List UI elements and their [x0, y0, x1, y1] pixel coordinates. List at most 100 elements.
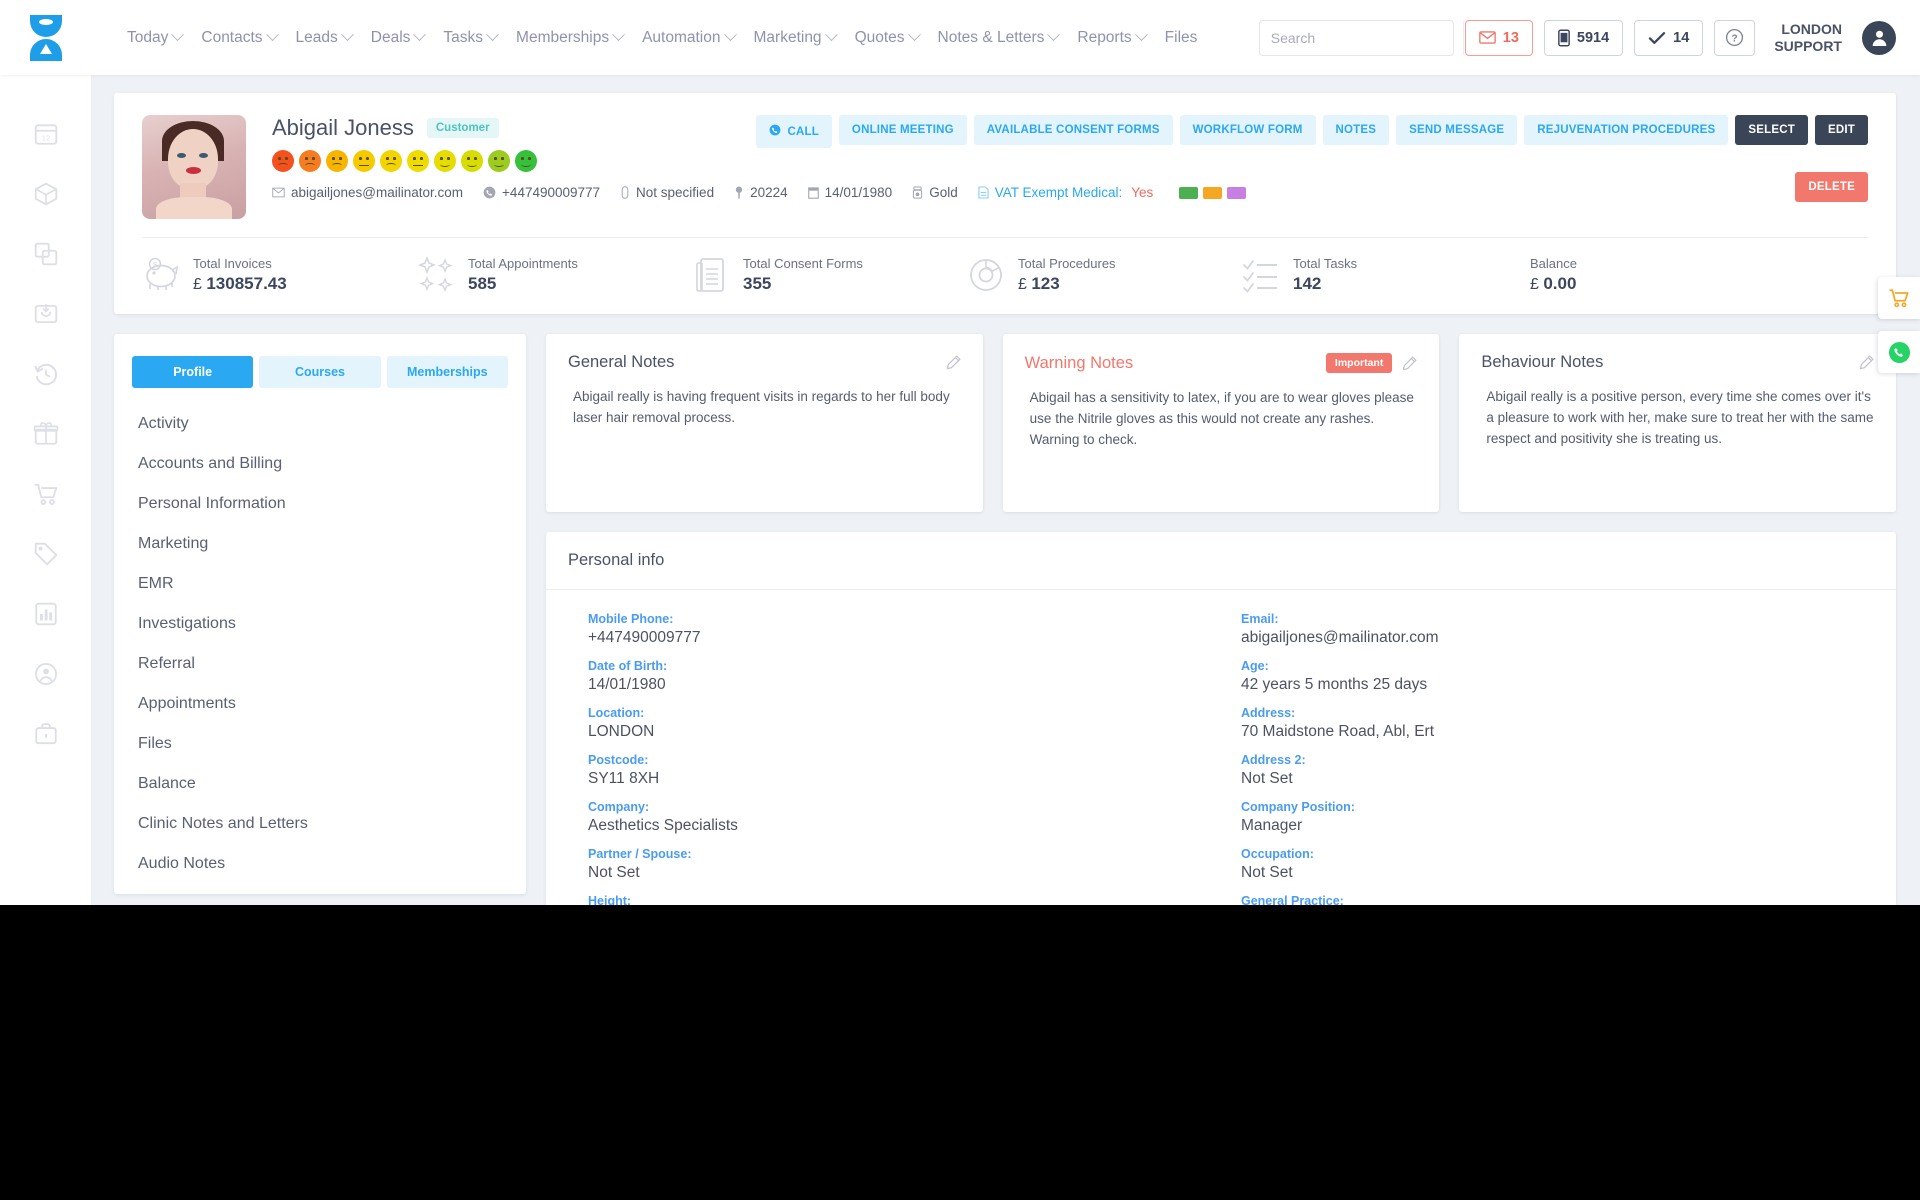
action-edit[interactable]: EDIT	[1815, 115, 1868, 145]
meta-vat[interactable]: VAT Exempt Medical: Yes	[978, 185, 1153, 200]
nav-item-files[interactable]: Files	[1156, 23, 1207, 53]
sidebar-item-clinic-notes-and-letters[interactable]: Clinic Notes and Letters	[138, 815, 308, 832]
action-rejuvenation-procedures[interactable]: REJUVENATION PROCEDURES	[1524, 115, 1729, 145]
meta-dob-value: 14/01/1980	[824, 185, 893, 200]
nav-item-label: Leads	[295, 28, 338, 46]
tag-icon[interactable]	[33, 541, 59, 567]
meta-phone[interactable]: +447490009777	[483, 185, 600, 200]
whatsapp-button[interactable]	[1878, 331, 1920, 373]
nav-item-label: Automation	[642, 28, 721, 46]
box-icon[interactable]	[33, 181, 59, 207]
edit-pencil-icon[interactable]	[1402, 355, 1418, 371]
sidebar-item-balance[interactable]: Balance	[138, 775, 196, 792]
sidebar-item-marketing[interactable]: Marketing	[138, 535, 209, 552]
nav-item-reports[interactable]: Reports	[1068, 23, 1154, 53]
pi-label-postcode-: Postcode:	[588, 753, 649, 767]
action-notes[interactable]: NOTES	[1322, 115, 1390, 145]
meta-email-value: abigailjones@mailinator.com	[291, 185, 464, 200]
inbox-icon[interactable]	[33, 301, 59, 327]
action-available-consent-forms[interactable]: AVAILABLE CONSENT FORMS	[973, 115, 1173, 145]
nav-item-memberships[interactable]: Memberships	[507, 23, 632, 53]
user-org-line1: LONDON	[1781, 21, 1842, 38]
action-call[interactable]: CALL	[756, 115, 832, 148]
action-workflow-form[interactable]: WORKFLOW FORM	[1179, 115, 1316, 145]
nav-item-label: Memberships	[516, 28, 610, 46]
action-delete[interactable]: DELETE	[1795, 172, 1868, 202]
action-select[interactable]: SELECT	[1735, 115, 1808, 145]
unread-mail-badge[interactable]: 13	[1464, 19, 1533, 56]
sms-badge[interactable]: 5914	[1543, 19, 1624, 56]
color-tag-2[interactable]	[1203, 186, 1223, 199]
gender-icon	[620, 186, 630, 199]
sidebar-item-activity[interactable]: Activity	[138, 415, 189, 432]
nav-item-tasks[interactable]: Tasks	[434, 23, 506, 53]
mood-rating-5[interactable]	[380, 150, 402, 172]
nav-item-label: Tasks	[443, 28, 484, 46]
pi-value-company-position-: Manager	[1241, 817, 1303, 834]
nav-item-marketing[interactable]: Marketing	[745, 23, 845, 53]
nav-item-label: Files	[1164, 28, 1198, 46]
sidebar-item-accounts-and-billing[interactable]: Accounts and Billing	[138, 455, 283, 472]
briefcase-icon[interactable]	[33, 721, 59, 747]
note-body: Abigail really is having frequent visits…	[573, 389, 950, 425]
color-tag-1[interactable]	[1179, 186, 1199, 199]
action-send-message[interactable]: SEND MESSAGE	[1396, 115, 1518, 145]
pi-value-age-: 42 years 5 months 25 days	[1241, 676, 1428, 693]
color-tag-3[interactable]	[1227, 186, 1247, 199]
stat-balance: Balance £ 0.00	[1517, 256, 1577, 294]
user-avatar[interactable]	[1862, 20, 1896, 55]
mood-rating-2[interactable]	[299, 150, 321, 172]
mood-rating-6[interactable]	[407, 150, 429, 172]
top-right-controls: 13 5914 14 ?	[1258, 19, 1920, 56]
gift-icon[interactable]	[33, 421, 59, 447]
edit-pencil-icon[interactable]	[946, 355, 961, 370]
pi-label-company-position-: Company Position:	[1241, 800, 1355, 814]
app-logo[interactable]	[0, 0, 92, 75]
main-content: Abigail Joness Customer abigailjones@mai…	[92, 75, 1920, 905]
sidebar-item-files[interactable]: Files	[138, 735, 172, 752]
mood-rating-1[interactable]	[272, 150, 294, 172]
tasks-count: 14	[1673, 29, 1690, 46]
nav-item-notes-letters[interactable]: Notes & Letters	[929, 23, 1068, 53]
nav-item-automation[interactable]: Automation	[633, 23, 743, 53]
sidebar-item-referral[interactable]: Referral	[138, 655, 195, 672]
sidebar-item-appointments[interactable]: Appointments	[138, 695, 236, 712]
action-online-meeting[interactable]: ONLINE MEETING	[838, 115, 967, 145]
nav-item-label: Notes & Letters	[937, 28, 1045, 46]
sidebar-item-personal-information[interactable]: Personal Information	[138, 495, 286, 512]
meta-email[interactable]: abigailjones@mailinator.com	[272, 185, 463, 200]
nav-item-quotes[interactable]: Quotes	[846, 23, 928, 53]
nav-item-contacts[interactable]: Contacts	[192, 23, 285, 53]
mood-rating-10[interactable]	[515, 150, 537, 172]
sidebar-item-emr[interactable]: EMR	[138, 575, 174, 592]
help-button[interactable]: ?	[1714, 19, 1756, 56]
account-icon[interactable]	[33, 661, 59, 687]
note-title: Behaviour Notes	[1481, 353, 1604, 371]
mood-rating-9[interactable]	[488, 150, 510, 172]
mood-rating-3[interactable]	[326, 150, 348, 172]
history-icon[interactable]	[33, 361, 59, 387]
tab-profile[interactable]: Profile	[132, 356, 254, 388]
tasks-badge[interactable]: 14	[1634, 19, 1704, 56]
search-box[interactable]	[1258, 19, 1481, 56]
edit-pencil-icon[interactable]	[1859, 355, 1874, 370]
medal-icon	[912, 186, 923, 199]
sidebar-item-audio-notes[interactable]: Audio Notes	[138, 855, 226, 872]
stat-currency: £	[1530, 276, 1544, 293]
tab-memberships[interactable]: Memberships	[386, 356, 508, 388]
calendar-icon[interactable]: 12	[33, 121, 59, 147]
nav-item-deals[interactable]: Deals	[362, 23, 434, 53]
sidebar-item-investigations[interactable]: Investigations	[138, 615, 236, 632]
mood-rating-4[interactable]	[353, 150, 375, 172]
tab-courses[interactable]: Courses	[259, 356, 381, 388]
nav-item-today[interactable]: Today	[118, 23, 191, 53]
cart-icon[interactable]	[33, 481, 59, 507]
nav-item-leads[interactable]: Leads	[287, 23, 361, 53]
chart-icon[interactable]	[33, 601, 59, 627]
shopping-cart-button[interactable]	[1878, 277, 1920, 319]
search-input[interactable]	[1259, 20, 1463, 55]
mood-rating-7[interactable]	[434, 150, 456, 172]
mood-rating-8[interactable]	[461, 150, 483, 172]
copy-icon[interactable]	[33, 241, 59, 267]
customer-type-badge: Customer	[426, 118, 499, 138]
